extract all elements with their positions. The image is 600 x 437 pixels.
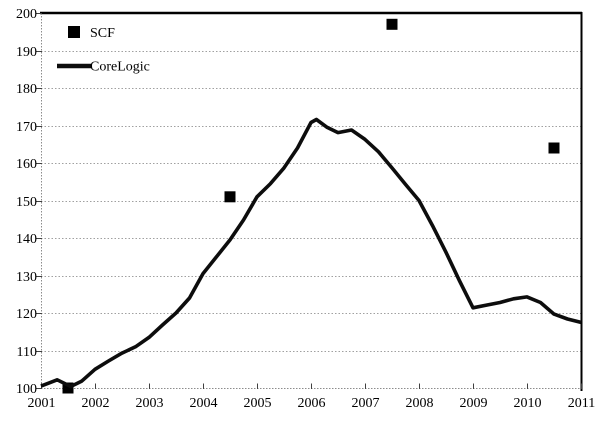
scf-point-1 bbox=[224, 191, 236, 203]
x-axis-tick-label-2009: 2009 bbox=[460, 396, 488, 411]
x-axis-tick-label-2003: 2003 bbox=[136, 396, 164, 411]
scf-point-3 bbox=[548, 142, 560, 154]
x-axis-tick-label-2004: 2004 bbox=[190, 396, 218, 411]
legend-corelogic-label: CoreLogic bbox=[90, 60, 150, 75]
y-axis-tick-label-130: 130 bbox=[16, 270, 37, 285]
x-axis-tick-label-2010: 2010 bbox=[514, 396, 542, 411]
x-axis-tick-label-2008: 2008 bbox=[406, 396, 434, 411]
corelogic-line bbox=[40, 117, 582, 389]
y-axis-tick-label-170: 170 bbox=[16, 120, 37, 135]
y-axis-tick-label-190: 190 bbox=[16, 45, 37, 60]
y-axis-tick-label-200: 200 bbox=[16, 7, 37, 22]
legend-scf-square-marker bbox=[68, 26, 80, 38]
x-axis-tick-label-2006: 2006 bbox=[298, 396, 326, 411]
x-axis-tick-label-2001: 2001 bbox=[28, 396, 56, 411]
y-axis-tick-label-150: 150 bbox=[16, 195, 37, 210]
y-axis-tick-label-110: 110 bbox=[17, 345, 37, 360]
x-axis-tick-label-2005: 2005 bbox=[244, 396, 272, 411]
y-axis-tick-label-120: 120 bbox=[16, 307, 37, 322]
legend-scf-label: SCF bbox=[90, 26, 115, 41]
x-axis-tick-label-2011: 2011 bbox=[568, 396, 595, 411]
y-axis-tick-label-100: 100 bbox=[16, 382, 37, 397]
y-axis-tick-label-140: 140 bbox=[16, 232, 37, 247]
scf-point-0 bbox=[62, 382, 74, 394]
y-axis-tick-label-180: 180 bbox=[16, 82, 37, 97]
y-axis-tick-label-160: 160 bbox=[16, 157, 37, 172]
scf-point-2 bbox=[386, 18, 398, 30]
x-axis-tick-label-2002: 2002 bbox=[82, 396, 110, 411]
x-axis-tick-label-2007: 2007 bbox=[352, 396, 380, 411]
